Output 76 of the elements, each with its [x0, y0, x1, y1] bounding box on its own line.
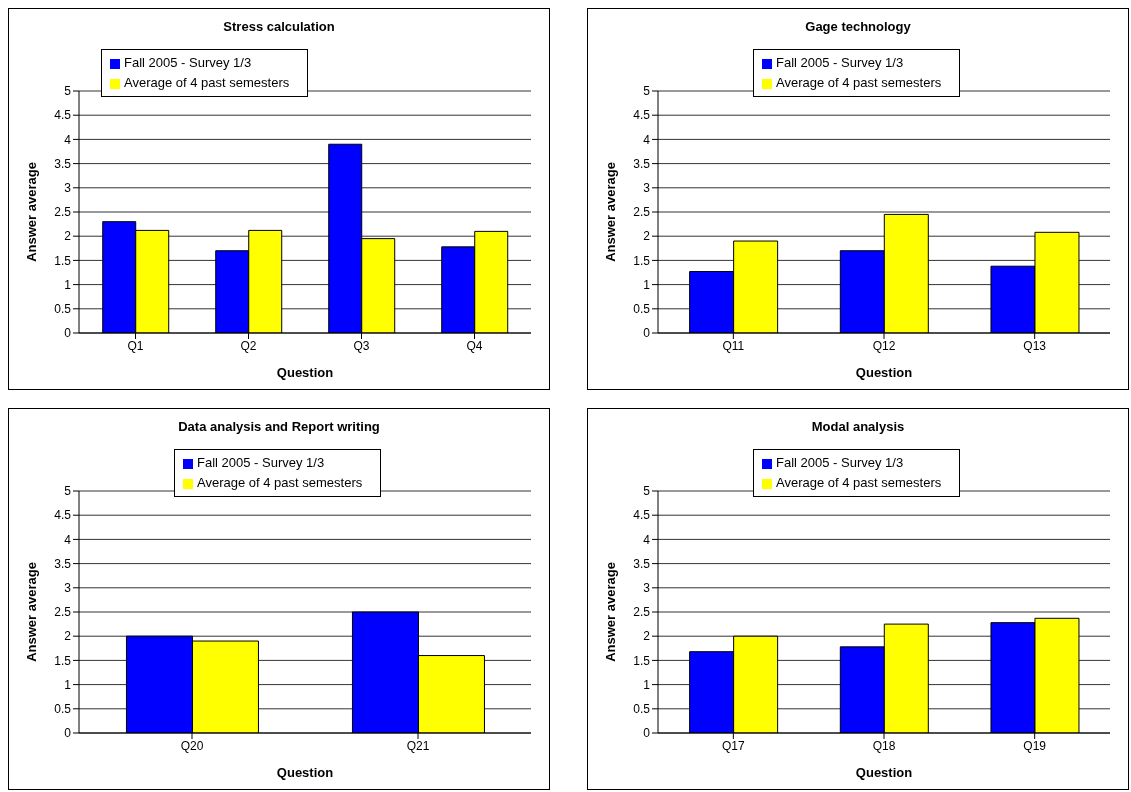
y-tick-label: 0	[643, 726, 651, 741]
y-tick-label: 1.5	[633, 653, 651, 668]
y-tick-label: 4	[64, 532, 72, 547]
x-tick-label: Q3	[353, 338, 370, 353]
y-tick-label: 1.5	[633, 253, 651, 268]
y-tick-label: 2	[64, 229, 72, 244]
y-axis-title: Answer average	[23, 162, 39, 262]
y-tick-label: 3	[64, 181, 72, 196]
y-tick-label: 3.5	[633, 556, 651, 571]
y-tick-label: 5	[643, 84, 651, 99]
chart-title: Stress calculation	[222, 19, 336, 34]
chart-title: Data analysis and Report writing	[177, 419, 381, 434]
legend-label: Fall 2005 - Survey 1/3	[776, 55, 904, 70]
chart-title: Modal analysis	[810, 419, 906, 434]
y-tick-label: 3.5	[54, 156, 72, 171]
y-tick-label: 0.5	[633, 302, 651, 317]
y-tick-label: 5	[64, 84, 72, 99]
y-tick-label: 3.5	[633, 156, 651, 171]
y-tick-label: 1.5	[54, 653, 72, 668]
legend-label: Average of 4 past semesters	[776, 475, 942, 490]
x-tick-label: Q21	[406, 738, 430, 753]
y-tick-label: 0	[64, 726, 72, 741]
y-tick-label: 2	[643, 229, 651, 244]
y-tick-label: 0	[64, 326, 72, 341]
y-tick-label: 4.5	[54, 108, 72, 123]
y-tick-label: 3	[64, 581, 72, 596]
y-tick-label: 0.5	[54, 702, 72, 717]
y-tick-label: 3	[643, 181, 651, 196]
y-tick-label: 3	[643, 581, 651, 596]
y-axis-title: Answer average	[602, 162, 618, 262]
y-tick-label: 2	[64, 629, 72, 644]
y-tick-label: 4	[643, 532, 651, 547]
x-tick-label: Q13	[1023, 338, 1047, 353]
chart-title: Gage technology	[804, 19, 912, 34]
y-axis-title: Answer average	[602, 562, 618, 662]
y-tick-label: 2.5	[54, 205, 72, 220]
x-tick-label: Q18	[872, 738, 896, 753]
x-tick-label: Q12	[872, 338, 896, 353]
legend-label: Fall 2005 - Survey 1/3	[776, 455, 904, 470]
y-tick-label: 4.5	[633, 508, 651, 523]
y-tick-label: 5	[64, 484, 72, 499]
y-tick-label: 1	[643, 277, 651, 292]
legend-label: Average of 4 past semesters	[776, 75, 942, 90]
y-tick-label: 1	[64, 677, 72, 692]
y-tick-label: 4.5	[633, 108, 651, 123]
legend-label: Fall 2005 - Survey 1/3	[124, 55, 252, 70]
y-tick-label: 4	[643, 132, 651, 147]
y-tick-label: 1.5	[54, 253, 72, 268]
legend-label: Average of 4 past semesters	[124, 75, 290, 90]
y-tick-label: 5	[643, 484, 651, 499]
x-axis-title: Question	[276, 765, 334, 780]
y-tick-label: 2	[643, 629, 651, 644]
y-tick-label: 1	[64, 277, 72, 292]
x-axis-title: Question	[855, 765, 913, 780]
y-tick-label: 3.5	[54, 556, 72, 571]
legend-label: Average of 4 past semesters	[197, 475, 363, 490]
y-tick-label: 2.5	[54, 605, 72, 620]
x-tick-label: Q2	[240, 338, 257, 353]
y-tick-label: 2.5	[633, 205, 651, 220]
x-tick-label: Q19	[1023, 738, 1047, 753]
x-axis-title: Question	[276, 365, 334, 380]
y-tick-label: 1	[643, 677, 651, 692]
legend-label: Fall 2005 - Survey 1/3	[197, 455, 325, 470]
x-axis-title: Question	[855, 365, 913, 380]
y-tick-label: 4	[64, 132, 72, 147]
x-tick-label: Q20	[180, 738, 204, 753]
y-tick-label: 2.5	[633, 605, 651, 620]
x-tick-label: Q4	[466, 338, 483, 353]
y-axis-title: Answer average	[23, 562, 39, 662]
y-tick-label: 0	[643, 326, 651, 341]
y-tick-label: 4.5	[54, 508, 72, 523]
x-tick-label: Q17	[721, 738, 745, 753]
x-tick-label: Q11	[722, 338, 745, 353]
y-tick-label: 0.5	[633, 702, 651, 717]
y-tick-label: 0.5	[54, 302, 72, 317]
x-tick-label: Q1	[127, 338, 144, 353]
